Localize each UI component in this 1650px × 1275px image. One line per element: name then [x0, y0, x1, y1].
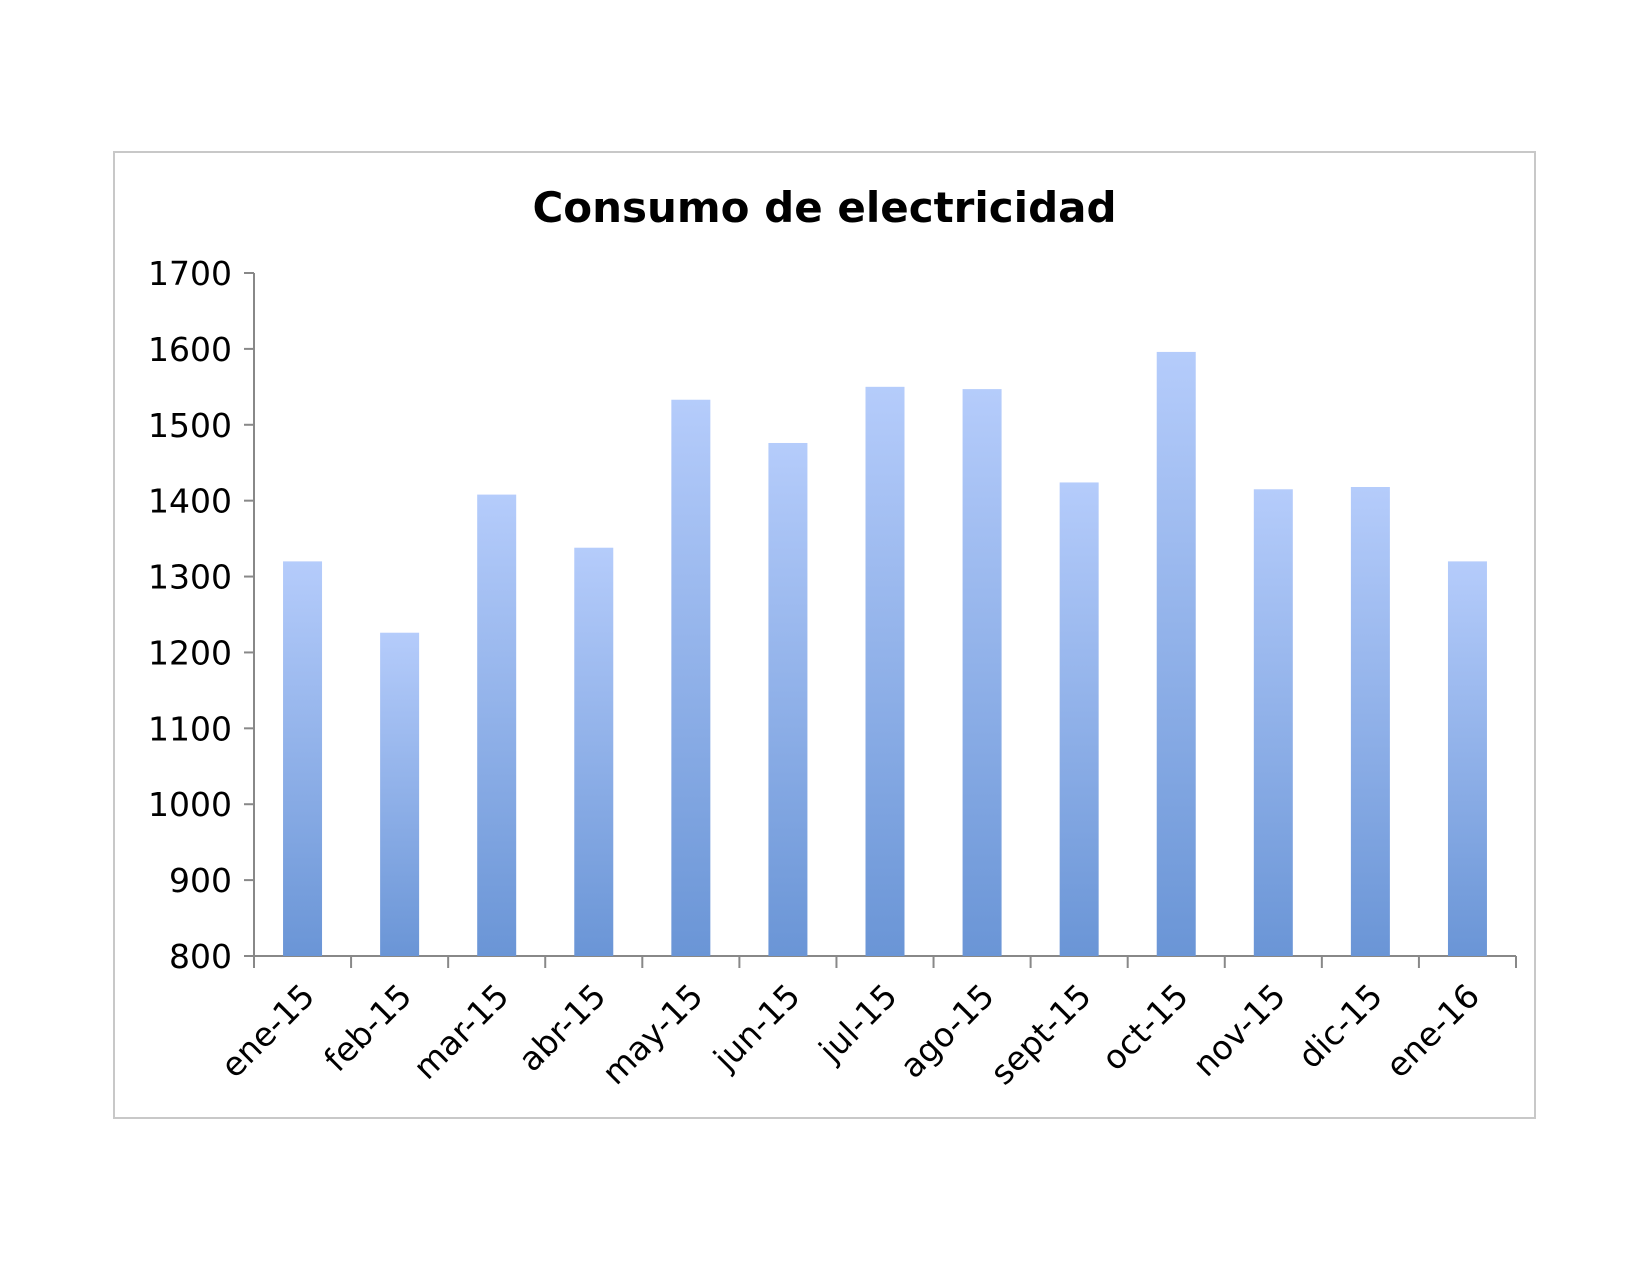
chart-frame: Consumo de electricidad 800 900 1000 1100 12…: [113, 151, 1536, 1119]
bar-ago-15: [962, 389, 1002, 956]
x-tick-label: sept-15: [983, 976, 1099, 1092]
y-tick-label: 800: [169, 937, 232, 976]
bar-ene-15: [283, 561, 323, 956]
x-tick-label: jul-15: [811, 976, 905, 1070]
y-tick-label: 1100: [148, 709, 232, 748]
x-tick-label: jun-15: [705, 976, 807, 1078]
bar-abr-15: [574, 547, 614, 956]
bar-mar-15: [477, 494, 517, 956]
x-tick-label: feb-15: [316, 976, 419, 1079]
x-tick-label: mar-15: [406, 976, 517, 1087]
bar-ene-16: [1447, 561, 1487, 956]
y-tick-label: 1500: [148, 406, 232, 445]
x-tick-label: ene-15: [213, 976, 322, 1085]
y-tick-label: 900: [169, 861, 232, 900]
bar-sept-15: [1059, 482, 1099, 956]
bar-jul-15: [865, 386, 905, 956]
y-tick-label: 1300: [148, 558, 232, 597]
bar-chart: 800 900 1000 1100 1200 1300 1400 1500 1600 1700 e…: [148, 254, 1517, 1092]
y-axis-ticks: 800 900 1000 1100 1200 1300 1400 1500 1600 1700: [148, 254, 254, 976]
y-tick-label: 1700: [148, 254, 232, 293]
bar-may-15: [671, 399, 711, 956]
x-tick-label: ene-16: [1378, 976, 1487, 1085]
bar-jun-15: [768, 442, 808, 957]
bar-oct-15: [1156, 351, 1196, 956]
y-tick-label: 1400: [148, 482, 232, 521]
bar-dic-15: [1350, 487, 1390, 956]
chart-title: Consumo de electricidad: [532, 183, 1117, 232]
x-tick-label: dic-15: [1290, 976, 1390, 1076]
bar-nov-15: [1253, 489, 1293, 956]
x-tick-label: oct-15: [1094, 976, 1196, 1078]
bar-feb-15: [380, 632, 420, 956]
y-tick-label: 1200: [148, 633, 232, 672]
x-tick-label: may-15: [594, 976, 710, 1092]
x-tick-label: nov-15: [1185, 976, 1293, 1084]
x-tick-label: ago-15: [892, 976, 1002, 1086]
bars: [283, 351, 1487, 957]
y-tick-label: 1600: [148, 330, 232, 369]
y-tick-label: 1000: [148, 785, 232, 824]
